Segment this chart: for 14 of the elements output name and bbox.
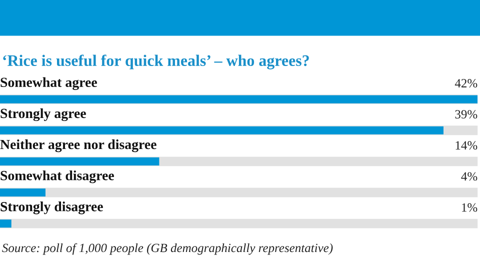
y-tick-label: Neither agree nor disagree: [0, 139, 156, 152]
bar: [0, 220, 12, 228]
y-tick-label: Strongly disagree: [0, 202, 103, 214]
y-tick-label: Somewhat disagree: [0, 170, 114, 184]
data-label: 42%: [454, 79, 478, 88]
data-label: 14%: [456, 141, 478, 150]
data-label: 4%: [461, 172, 478, 181]
y-tick-label: Somewhat agree: [0, 77, 97, 90]
bar: [0, 188, 46, 197]
data-label: 1%: [462, 203, 478, 212]
source-note: Source: poll of 1,000 people (GB demographically representative): [2, 243, 333, 255]
chart-title: ‘Rice is useful for quick meals’ – who agrees?: [3, 54, 309, 70]
y-tick-label: Strongly agree: [0, 108, 86, 122]
data-label: 39%: [455, 110, 478, 119]
